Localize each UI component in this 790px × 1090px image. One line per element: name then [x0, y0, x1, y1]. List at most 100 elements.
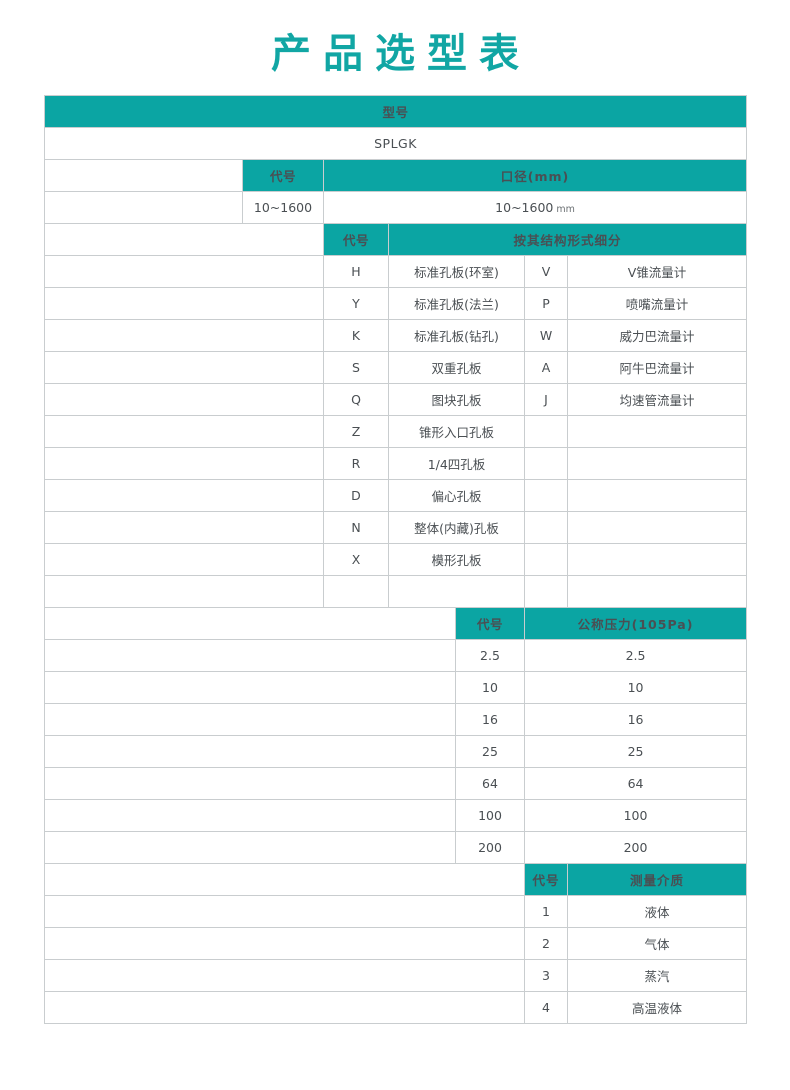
- spacer-cell: [44, 927, 525, 960]
- structure-desc: 锥形入口孔板: [388, 415, 525, 448]
- table-row: 4 高温液体: [44, 991, 748, 1024]
- spacer-cell: [44, 159, 243, 192]
- table-row: 2 气体: [44, 927, 748, 960]
- spacer-cell: [44, 447, 324, 480]
- pressure-code: 2.5: [455, 639, 525, 672]
- spacer-cell: [44, 223, 324, 256]
- table-row: 64 64: [44, 767, 748, 800]
- medium-code: 3: [524, 959, 568, 992]
- structure-code-2: [524, 511, 568, 544]
- pressure-value: 2.5: [523, 639, 748, 672]
- pressure-code: 16: [455, 703, 525, 736]
- structure-desc-2: [566, 415, 748, 448]
- structure-desc-2: [566, 543, 748, 576]
- structure-code: R: [323, 447, 389, 480]
- bore-value-number: 10~1600: [495, 200, 554, 215]
- medium-value: 液体: [566, 895, 748, 928]
- structure-desc: 双重孔板: [388, 351, 525, 384]
- medium-value: 气体: [566, 927, 748, 960]
- structure-code-2: [524, 543, 568, 576]
- structure-desc: 图块孔板: [388, 383, 525, 416]
- structure-code: D: [323, 479, 389, 512]
- table-row: 型号: [43, 95, 748, 128]
- medium-code-header: 代号: [524, 863, 568, 896]
- medium-code: 4: [524, 991, 568, 1024]
- table-row: 100 100: [44, 799, 748, 832]
- structure-code: [323, 575, 389, 608]
- pressure-value: 25: [523, 735, 748, 768]
- structure-code: Q: [323, 383, 389, 416]
- spacer-cell: [44, 543, 324, 576]
- table-row: X 模形孔板: [44, 543, 748, 576]
- spacer-cell: [44, 319, 324, 352]
- structure-code-2: P: [524, 287, 568, 320]
- structure-code: K: [323, 319, 389, 352]
- table-row: 10~1600 10~1600 mm: [44, 191, 748, 224]
- structure-desc-2: 喷嘴流量计: [566, 287, 748, 320]
- structure-desc: 标准孔板(法兰): [388, 287, 525, 320]
- structure-desc-2: [566, 511, 748, 544]
- spacer-cell: [44, 255, 324, 288]
- table-row: R 1/4四孔板: [44, 447, 748, 480]
- bore-value: 10~1600 mm: [322, 191, 748, 224]
- structure-code-2: V: [524, 255, 568, 288]
- table-row: 16 16: [44, 703, 748, 736]
- selection-table: 型号 SPLGK 代号 口径(mm) 10~1600 10~1600 mm: [43, 95, 748, 1024]
- table-row: H 标准孔板(环室) V V锥流量计: [44, 255, 748, 288]
- spacer-cell: [44, 511, 324, 544]
- pressure-value: 64: [523, 767, 748, 800]
- structure-code-2: W: [524, 319, 568, 352]
- pressure-code: 25: [455, 735, 525, 768]
- pressure-value: 100: [523, 799, 748, 832]
- table-row: SPLGK: [43, 127, 748, 160]
- table-row: 2.5 2.5: [44, 639, 748, 672]
- spacer-cell: [44, 799, 456, 832]
- page-title: 产品选型表: [271, 31, 531, 77]
- table-row: 代号 公称压力(105Pa): [44, 607, 748, 640]
- structure-desc-2: [566, 575, 748, 608]
- pressure-code: 64: [455, 767, 525, 800]
- spacer-cell: [44, 671, 456, 704]
- spacer-cell: [44, 767, 456, 800]
- structure-code: Y: [323, 287, 389, 320]
- medium-code: 1: [524, 895, 568, 928]
- structure-code: Z: [323, 415, 389, 448]
- spacer-cell: [44, 895, 525, 928]
- structure-value-header: 按其结构形式细分: [387, 223, 748, 256]
- structure-desc: 模形孔板: [388, 543, 525, 576]
- structure-code-2: A: [524, 351, 568, 384]
- structure-code-2: [524, 447, 568, 480]
- pressure-value: 200: [523, 831, 748, 864]
- structure-desc: 标准孔板(钻孔): [388, 319, 525, 352]
- bore-value-header: 口径(mm): [322, 159, 748, 192]
- spacer-cell: [44, 607, 456, 640]
- structure-desc: 整体(内藏)孔板: [388, 511, 525, 544]
- pressure-value: 10: [523, 671, 748, 704]
- table-row: K 标准孔板(钻孔) W 威力巴流量计: [44, 319, 748, 352]
- structure-code-2: [524, 415, 568, 448]
- medium-value: 高温液体: [566, 991, 748, 1024]
- spacer-cell: [44, 575, 324, 608]
- pressure-value: 16: [523, 703, 748, 736]
- structure-code-2: [524, 479, 568, 512]
- structure-desc: 偏心孔板: [388, 479, 525, 512]
- table-row: 200 200: [44, 831, 748, 864]
- spacer-cell: [44, 639, 456, 672]
- structure-code: N: [323, 511, 389, 544]
- spacer-cell: [44, 959, 525, 992]
- table-row: 25 25: [44, 735, 748, 768]
- spacer-cell: [44, 287, 324, 320]
- table-row: D 偏心孔板: [44, 479, 748, 512]
- table-row: Z 锥形入口孔板: [44, 415, 748, 448]
- pressure-code: 200: [455, 831, 525, 864]
- model-header: 型号: [43, 95, 748, 128]
- table-row: 3 蒸汽: [44, 959, 748, 992]
- table-row: Y 标准孔板(法兰) P 喷嘴流量计: [44, 287, 748, 320]
- structure-desc-2: 均速管流量计: [566, 383, 748, 416]
- spacer-cell: [44, 415, 324, 448]
- selection-table-wrap: 型号 SPLGK 代号 口径(mm) 10~1600 10~1600 mm: [43, 95, 748, 1024]
- table-row: 代号 按其结构形式细分: [44, 223, 748, 256]
- structure-desc-2: 威力巴流量计: [566, 319, 748, 352]
- spacer-cell: [44, 703, 456, 736]
